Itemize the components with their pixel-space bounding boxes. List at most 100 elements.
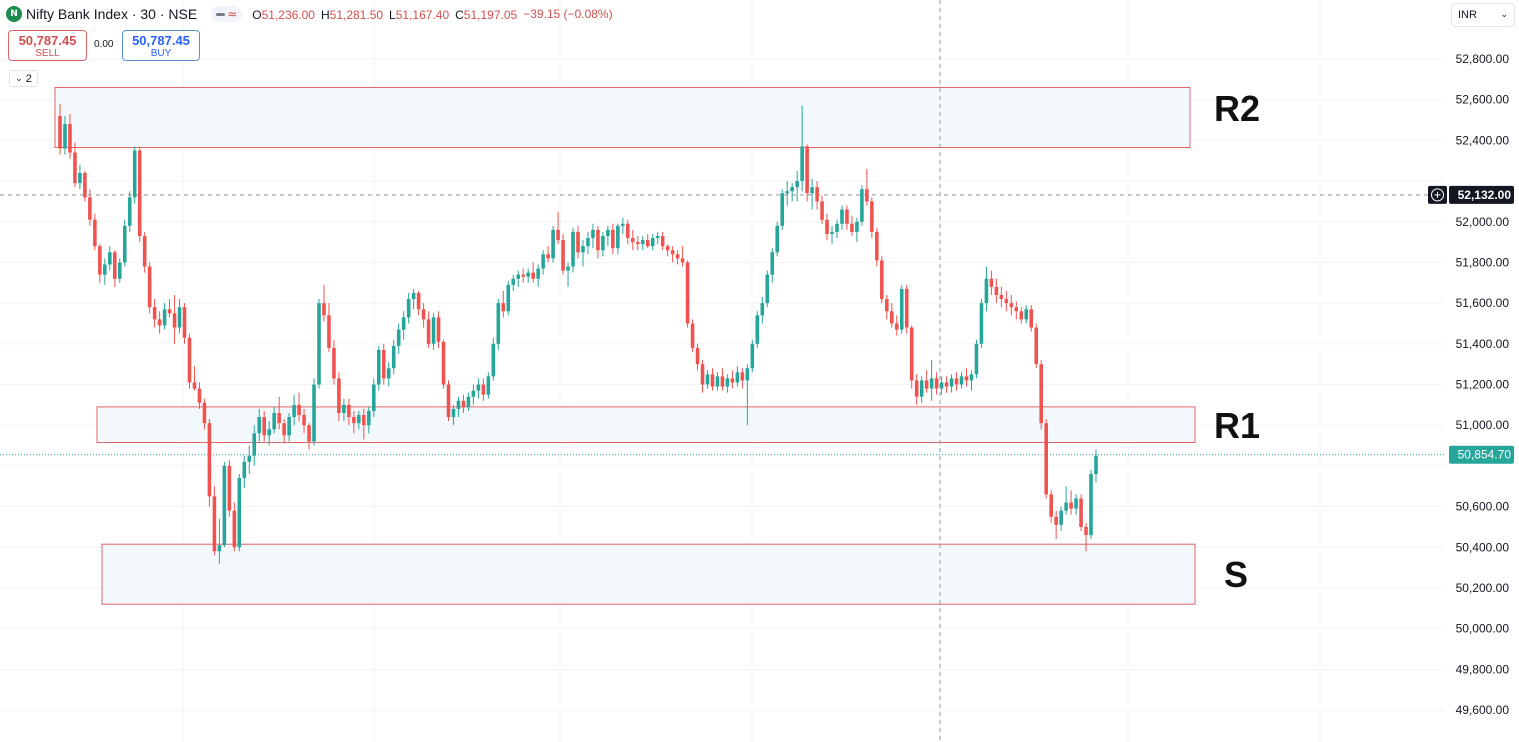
symbol-title[interactable]: Nifty Bank Index · 30 · NSE [26, 6, 198, 22]
candle [870, 197, 874, 239]
candle-body [685, 262, 690, 324]
candle-body [680, 258, 685, 263]
candle [695, 343, 700, 371]
candle [78, 164, 82, 190]
candle [192, 366, 197, 391]
candle [1069, 490, 1073, 515]
candle [1039, 360, 1044, 430]
candle-body [855, 221, 859, 232]
candle [845, 205, 849, 230]
candle-body [431, 317, 436, 344]
candle-body [1029, 309, 1034, 328]
add-alert-button[interactable] [1428, 185, 1447, 204]
y-tick-label: 50,400.00 [1456, 540, 1510, 554]
candle [426, 311, 431, 348]
candle [949, 374, 954, 393]
candle [436, 311, 441, 348]
candle-body [342, 404, 346, 413]
candle [147, 262, 152, 314]
currency-select[interactable]: INR ⌄ [1451, 3, 1515, 27]
chart-style-pill[interactable]: ≈ [211, 6, 243, 22]
candle [725, 374, 730, 393]
zone-r1[interactable] [96, 406, 1196, 443]
candle [406, 292, 411, 324]
candle [979, 299, 984, 348]
indicators-toggle[interactable]: ⌄ 2 [9, 70, 38, 87]
candle [680, 246, 685, 267]
candle-body [1004, 299, 1009, 304]
candle [1014, 301, 1019, 320]
candle-body [112, 252, 117, 279]
candle [451, 404, 456, 426]
candle-body [660, 235, 665, 247]
candle-body [1034, 327, 1039, 365]
candle-body [929, 378, 934, 389]
candle [919, 376, 924, 403]
candle [904, 284, 909, 334]
candle [586, 231, 590, 255]
candle-body [476, 384, 481, 391]
price-axis[interactable]: 49,600.00 49,800.00 50,000.00 50,200.00 50,4… [1428, 0, 1519, 742]
candle [242, 455, 247, 489]
zone-r2[interactable] [54, 86, 1191, 148]
candle-body [352, 417, 356, 424]
candle-body [78, 172, 82, 184]
candle-body [108, 252, 112, 265]
candle-body [630, 238, 635, 243]
candle [162, 303, 167, 330]
candle [1079, 494, 1083, 531]
price-axis-bg[interactable] [1448, 0, 1519, 742]
candle-body [551, 229, 555, 259]
last-price-label: 50,854.70 [1458, 448, 1512, 462]
y-tick-label: 49,800.00 [1456, 662, 1510, 676]
candle-body [954, 378, 959, 385]
y-tick-label: 51,800.00 [1456, 255, 1510, 269]
candle [675, 250, 680, 265]
candle-body [964, 376, 969, 381]
candle-body [481, 384, 486, 395]
zone-s[interactable] [101, 543, 1196, 605]
candle-body [222, 465, 227, 546]
indicators-count: 2 [25, 72, 32, 85]
candle-body [949, 378, 954, 387]
candle-body [765, 274, 770, 304]
candle [73, 142, 77, 188]
candle-body [63, 124, 67, 149]
candle [327, 303, 331, 352]
candle [491, 337, 496, 381]
candle-body [541, 254, 545, 269]
candle [88, 189, 92, 226]
y-tick-label: 51,200.00 [1456, 378, 1510, 392]
candle-body [914, 380, 919, 397]
candle [207, 419, 212, 507]
candle [611, 223, 615, 255]
y-tick-label: 52,000.00 [1456, 215, 1510, 229]
candle-body [536, 268, 540, 279]
candle-body [735, 372, 740, 383]
candle-body [162, 309, 167, 326]
candle [137, 146, 142, 243]
candle [182, 303, 187, 344]
candle-body [745, 368, 750, 381]
candle-body [441, 341, 446, 385]
candle-body [501, 303, 506, 312]
candle [416, 290, 421, 316]
candle [307, 423, 311, 450]
candle-body [979, 303, 984, 344]
candle [217, 518, 222, 564]
sell-button[interactable]: 50,787.45 SELL [8, 30, 87, 61]
candle [715, 372, 720, 391]
candle-body [715, 376, 720, 387]
candle-body [237, 478, 242, 548]
candle-body [924, 380, 929, 389]
candle-body [1084, 526, 1088, 536]
candle [635, 235, 640, 251]
candle-body [800, 146, 804, 182]
buy-button[interactable]: 50,787.45 BUY [122, 30, 200, 61]
candle-body [835, 223, 839, 232]
y-tick-label: 52,400.00 [1456, 133, 1510, 147]
candle [501, 290, 506, 318]
candle [820, 195, 824, 224]
candle-body [117, 262, 122, 279]
